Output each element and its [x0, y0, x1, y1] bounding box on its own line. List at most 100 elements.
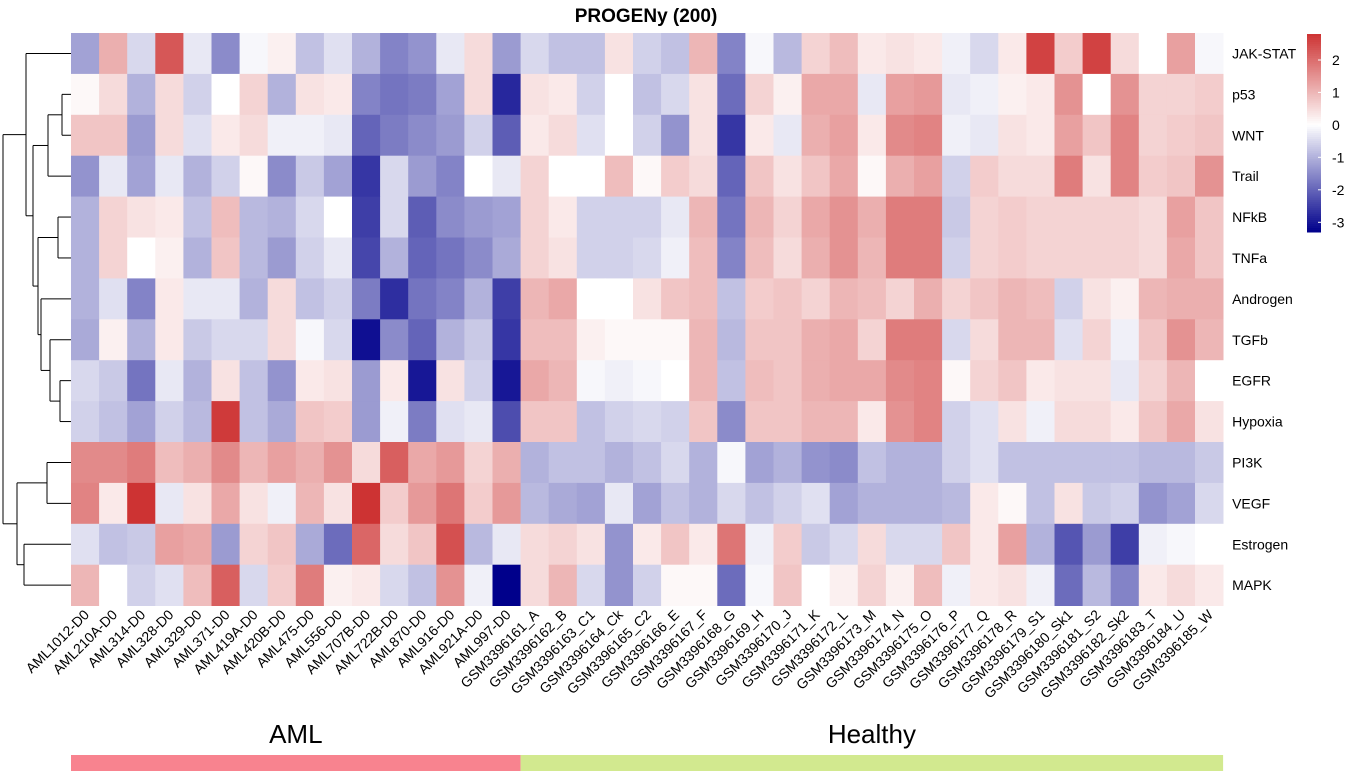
- heatmap-cell: [1138, 319, 1168, 361]
- heatmap-cell: [436, 33, 465, 75]
- heatmap-cell: [211, 114, 240, 157]
- heatmap-cell: [436, 114, 465, 157]
- heatmap-cell: [1166, 155, 1196, 197]
- heatmap-cell: [970, 33, 999, 75]
- row-labels: JAK-STAT p53 WNT Trail NFkB TNFa Androgen TGFb E…: [1232, 46, 1296, 594]
- legend-gradient-step: [1307, 166, 1321, 170]
- heatmap-cell: [689, 564, 718, 606]
- heatmap-cell: [155, 482, 184, 525]
- legend-tick-label: 2: [1332, 52, 1340, 68]
- legend-gradient-step: [1307, 43, 1321, 47]
- heatmap-cell: [352, 155, 381, 197]
- heatmap-cell: [323, 196, 353, 238]
- heatmap-cell: [576, 319, 606, 361]
- heatmap-cell: [998, 442, 1027, 484]
- heatmap-cell: [633, 33, 662, 75]
- heatmap-cell: [155, 155, 184, 197]
- heatmap-cell: [548, 442, 578, 484]
- heatmap-cell: [857, 237, 887, 279]
- heatmap-cell: [520, 196, 550, 238]
- legend-gradient-step: [1307, 61, 1321, 65]
- heatmap-cell: [773, 401, 802, 443]
- heatmap-cell: [267, 278, 297, 320]
- heatmap-cell: [380, 278, 409, 320]
- heatmap-cell: [380, 482, 409, 525]
- heatmap-cell: [1110, 401, 1140, 443]
- heatmap-cell: [857, 564, 887, 606]
- heatmap-cell: [71, 482, 100, 525]
- heatmap-cell: [661, 196, 690, 238]
- heatmap-cell: [155, 33, 184, 75]
- heatmap-cell: [689, 442, 718, 484]
- heatmap-cell: [464, 523, 493, 566]
- heatmap-cell: [295, 360, 325, 402]
- heatmap-cell: [745, 114, 774, 157]
- heatmap-cell: [408, 155, 437, 197]
- legend-gradient-step: [1307, 51, 1321, 55]
- heatmap-cell: [970, 523, 999, 566]
- heatmap-cell: [998, 278, 1027, 320]
- group-bar: [71, 755, 521, 771]
- heatmap-cell: [239, 401, 269, 443]
- legend-gradient-step: [1307, 172, 1321, 176]
- row-label: p53: [1232, 86, 1256, 102]
- legend-gradient-step: [1307, 148, 1321, 152]
- heatmap-cell: [352, 196, 381, 238]
- row-label: NFkB: [1232, 209, 1267, 225]
- heatmap-cell: [829, 523, 859, 566]
- heatmap-cell: [71, 319, 100, 361]
- heatmap-cell: [970, 360, 999, 402]
- heatmap-cell: [1082, 196, 1112, 238]
- heatmap-cell: [1166, 319, 1196, 361]
- heatmap-cell: [717, 237, 746, 279]
- heatmap-cell: [1110, 33, 1140, 75]
- heatmap-cell: [857, 114, 887, 157]
- heatmap-cell: [380, 155, 409, 197]
- heatmap-cell: [211, 73, 240, 116]
- legend-gradient-step: [1307, 190, 1321, 193]
- heatmap-cell: [127, 114, 156, 157]
- heatmap-cell: [267, 401, 297, 443]
- heatmap-cell: [1026, 564, 1055, 606]
- heatmap-cell: [604, 442, 634, 484]
- legend-gradient-step: [1307, 34, 1321, 37]
- heatmap-cell: [380, 196, 409, 238]
- heatmap-cell: [661, 442, 690, 484]
- legend-gradient-step: [1307, 220, 1321, 223]
- group-label: Healthy: [828, 719, 916, 749]
- heatmap-cell: [71, 401, 100, 443]
- heatmap-cell: [548, 401, 578, 443]
- heatmap-cell: [267, 564, 297, 606]
- legend-gradient-step: [1307, 228, 1321, 231]
- legend-gradient-step: [1307, 136, 1321, 140]
- legend-gradient-step: [1307, 144, 1321, 148]
- heatmap-cell: [99, 114, 128, 157]
- heatmap-cell: [1166, 196, 1196, 238]
- heatmap-cell: [211, 278, 240, 320]
- heatmap-cell: [352, 278, 381, 320]
- heatmap-cell: [548, 114, 578, 157]
- heatmap-cell: [633, 401, 662, 443]
- heatmap-cell: [998, 155, 1027, 197]
- heatmap-cell: [942, 196, 971, 238]
- legend-gradient-step: [1307, 212, 1321, 215]
- heatmap-cell: [183, 401, 212, 443]
- heatmap-cell: [633, 564, 662, 606]
- heatmap-cell: [211, 155, 240, 197]
- heatmap-cell: [914, 360, 943, 402]
- heatmap-cell: [1082, 33, 1112, 75]
- heatmap-cell: [239, 114, 269, 157]
- row-label: PI3K: [1232, 454, 1263, 470]
- heatmap-cell: [661, 237, 690, 279]
- heatmap-cell: [492, 114, 521, 157]
- legend-gradient-step: [1307, 37, 1321, 41]
- heatmap-cell: [155, 114, 184, 157]
- heatmap-cell: [408, 523, 437, 566]
- legend-gradient-step: [1307, 125, 1321, 128]
- heatmap-cell: [323, 442, 353, 484]
- legend-gradient-step: [1307, 89, 1321, 92]
- heatmap-cell: [127, 360, 156, 402]
- heatmap-cell: [127, 319, 156, 361]
- heatmap-cell: [576, 523, 606, 566]
- heatmap-cell: [239, 442, 269, 484]
